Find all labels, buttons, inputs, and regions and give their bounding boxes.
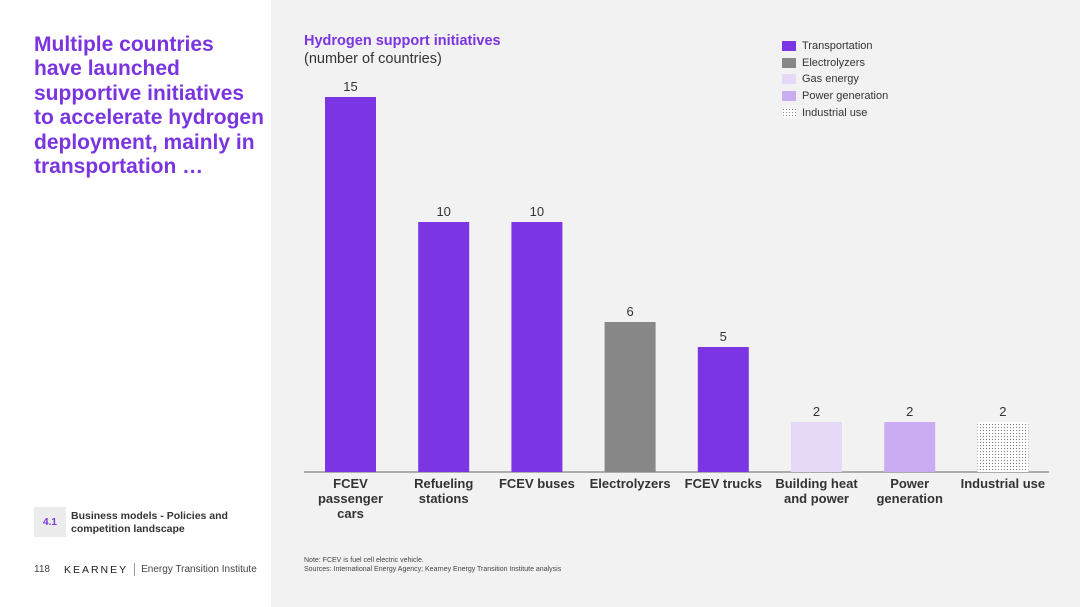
bar-power-generation [884, 422, 936, 472]
legend-swatch-industrial-use [782, 107, 796, 118]
x-tick-label: Electrolyzers [590, 476, 671, 491]
legend-item-transportation: Transportation [782, 38, 888, 55]
bar-fcev-passenger-cars [325, 97, 376, 472]
section-label: Business models - Policies and competiti… [71, 510, 228, 535]
data-label: 10 [530, 204, 544, 219]
x-tick-label: Industrial use [961, 476, 1046, 491]
chart-panel [271, 0, 1080, 607]
footer: 118 KEARNEY Energy Transition Institute [34, 563, 257, 576]
bar-industrial-use [977, 422, 1029, 472]
data-label: 10 [436, 204, 450, 219]
sources-line: Sources: International Energy Agency; Ke… [304, 566, 562, 573]
institute-name: Energy Transition Institute [141, 564, 257, 575]
brand-logo: KEARNEY [63, 563, 129, 576]
section-number-badge: 4.1 [34, 507, 66, 537]
chart-note: Note: FCEV is fuel cell electric vehicle… [304, 556, 561, 574]
legend-swatch-power-generation [782, 91, 796, 102]
headline: Multiple countries have launched support… [34, 33, 264, 179]
legend-label: Gas energy [802, 73, 859, 86]
data-label: 2 [813, 404, 820, 419]
legend-item-power-generation: Power generation [782, 88, 888, 105]
bar-fcev-buses [511, 222, 563, 472]
legend-item-industrial-use: Industrial use [782, 104, 888, 121]
chart-title: Hydrogen support initiatives [304, 33, 501, 49]
chart-legend: Transportation Electrolyzers Gas energy … [782, 38, 888, 121]
legend-swatch-electrolyzers [782, 57, 796, 68]
legend-label: Industrial use [802, 106, 868, 119]
legend-item-gas-energy: Gas energy [782, 71, 888, 88]
data-label: 15 [343, 79, 357, 94]
legend-label: Power generation [802, 90, 889, 103]
legend-swatch-gas-energy [782, 74, 796, 85]
bar-fcev-trucks [697, 347, 749, 472]
data-label: 2 [906, 404, 913, 419]
x-tick-label: Refueling stations [414, 476, 473, 506]
data-label: 2 [999, 404, 1006, 419]
legend-item-electrolyzers: Electrolyzers [782, 55, 888, 72]
x-tick-label: FCEV trucks [685, 476, 762, 491]
legend-label: Electrolyzers [802, 56, 865, 69]
note-line: Note: FCEV is fuel cell electric vehicle… [304, 557, 424, 564]
bar-electrolyzers [604, 322, 656, 472]
footer-divider [134, 563, 136, 576]
x-tick-label: Power generation [876, 476, 943, 506]
legend-swatch-transportation [782, 41, 796, 52]
data-label: 5 [720, 329, 727, 344]
bar-building-heat-and-power [791, 422, 842, 472]
page-number: 118 [34, 564, 50, 575]
left-panel: Multiple countries have launched support… [0, 0, 271, 607]
data-label: 6 [626, 304, 633, 319]
legend-label: Transportation [802, 40, 873, 53]
bar-chart: 15 FCEV passenger cars 10 Refueling stations 10… [304, 79, 1049, 521]
chart-subtitle: (number of countries) [304, 51, 442, 67]
x-tick-label: FCEV buses [499, 476, 575, 491]
bar-refueling-stations [418, 222, 470, 472]
x-tick-label: Building heat and power [775, 476, 858, 506]
x-tick-label: FCEV passenger cars [318, 476, 383, 521]
